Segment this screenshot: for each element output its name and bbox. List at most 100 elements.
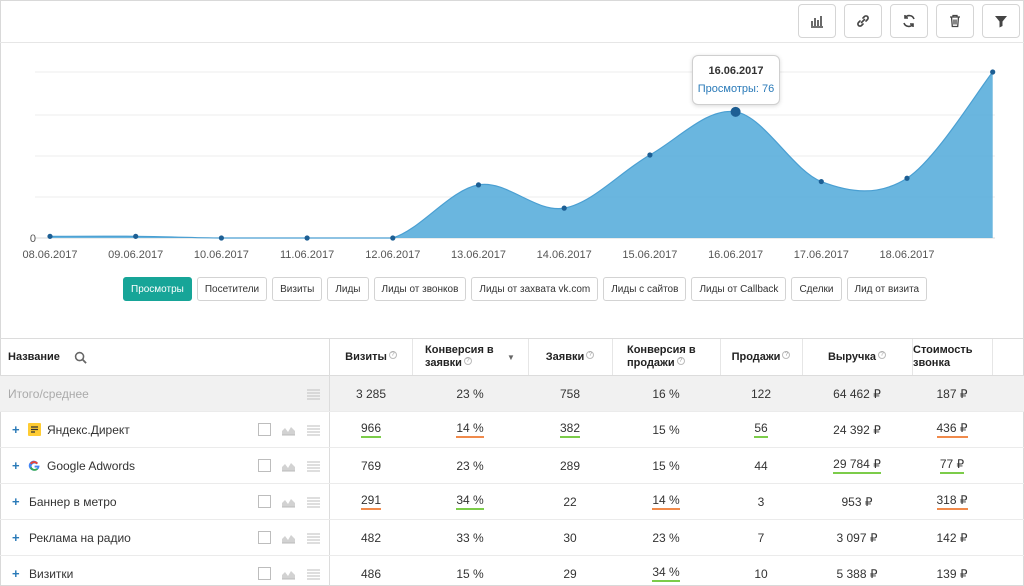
data-point[interactable]: [818, 178, 824, 185]
table-cell: 122: [720, 376, 802, 411]
cell-value: 187 ₽: [936, 386, 968, 401]
data-point[interactable]: [904, 175, 910, 181]
table-row[interactable]: + Яндекс.Директ 966 14 % 382 15 % 56 24 392 ₽ 43…: [0, 412, 1024, 448]
metric-tab[interactable]: Лид от визита: [846, 277, 928, 301]
list-icon[interactable]: [306, 424, 321, 436]
data-point[interactable]: [47, 233, 53, 239]
row-checkbox[interactable]: [258, 531, 271, 544]
cell-value: 3 097 ₽: [836, 530, 878, 545]
metric-tab[interactable]: Лиды: [327, 277, 369, 301]
cell-value: 23 %: [456, 458, 484, 473]
expand-icon[interactable]: +: [12, 422, 20, 437]
x-tick-label: 14.06.2017: [537, 249, 592, 261]
metric-tab[interactable]: Посетители: [196, 277, 268, 301]
metric-tab[interactable]: Лиды с сайтов: [603, 277, 687, 301]
table-row[interactable]: + Визитки 486 15 % 29 34 % 10 5 388 ₽ 139 ₽: [0, 556, 1024, 586]
area-chart-icon[interactable]: [281, 424, 296, 436]
x-tick-label: 18.06.2017: [879, 249, 934, 261]
help-icon[interactable]: ?: [676, 357, 685, 365]
metric-tab[interactable]: Визиты: [272, 277, 323, 301]
cell-value: 318 ₽: [936, 493, 968, 510]
row-checkbox[interactable]: [258, 423, 271, 436]
help-icon[interactable]: ?: [782, 350, 791, 359]
row-checkbox[interactable]: [258, 495, 271, 508]
column-header[interactable]: Заявки?: [528, 339, 612, 375]
help-icon[interactable]: ?: [463, 357, 472, 365]
data-point[interactable]: [218, 235, 224, 241]
metric-tab[interactable]: Лиды от Callback: [691, 277, 787, 301]
cell-value: 3: [757, 494, 765, 509]
column-header[interactable]: Выручка?: [802, 339, 912, 375]
share-link-button[interactable]: [844, 4, 882, 38]
table-cell: 29 784 ₽: [802, 448, 912, 483]
area-chart-icon[interactable]: [281, 532, 296, 544]
column-header[interactable]: Конверсия в заявки? ▼: [412, 339, 528, 375]
sort-desc-icon[interactable]: ▼: [507, 352, 515, 362]
metric-tab[interactable]: Лиды от звонков: [373, 277, 467, 301]
list-icon[interactable]: [306, 532, 321, 544]
filter-button[interactable]: [982, 4, 1020, 38]
data-point[interactable]: [304, 235, 310, 241]
list-icon[interactable]: [306, 568, 321, 580]
area-chart-icon[interactable]: [281, 460, 296, 472]
expand-icon[interactable]: +: [12, 494, 20, 509]
data-point[interactable]: [561, 205, 567, 211]
help-icon[interactable]: ?: [388, 350, 397, 359]
area-chart-icon[interactable]: [281, 568, 296, 580]
column-header[interactable]: Конверсия в продажи?: [612, 339, 720, 375]
table-cell: 56: [720, 412, 802, 447]
list-icon[interactable]: [306, 496, 321, 508]
column-header[interactable]: Продажи?: [720, 339, 802, 375]
refresh-button[interactable]: [890, 4, 928, 38]
table-row[interactable]: + Google Adwords 769 23 % 289 15 % 44 29 784 ₽ 7…: [0, 448, 1024, 484]
row-checkbox[interactable]: [258, 567, 271, 580]
x-tick-label: 13.06.2017: [451, 249, 506, 261]
help-icon[interactable]: ?: [878, 350, 887, 359]
data-point[interactable]: [390, 235, 396, 241]
total-label: Итого/среднее: [8, 386, 89, 401]
source-name-cell: + Баннер в метро: [0, 484, 330, 519]
cell-value: 34 %: [652, 565, 680, 582]
table-cell: 15 %: [612, 412, 720, 447]
list-icon[interactable]: [306, 460, 321, 472]
cell-value: 7: [757, 530, 765, 545]
chart-toggle-button[interactable]: [798, 4, 836, 38]
table-cell: 77 ₽: [912, 448, 992, 483]
data-point[interactable]: [647, 152, 653, 158]
cell-value: 291: [360, 493, 382, 510]
row-checkbox[interactable]: [258, 459, 271, 472]
expand-icon[interactable]: +: [12, 566, 20, 581]
expand-icon[interactable]: +: [12, 458, 20, 473]
metric-tab[interactable]: Лиды от захвата vk.com: [471, 277, 599, 301]
table-cell: 486: [330, 556, 412, 586]
cell-value: 77 ₽: [939, 457, 965, 474]
column-header-label: Заявки?: [546, 350, 595, 364]
area-chart-icon[interactable]: [281, 496, 296, 508]
data-point[interactable]: [475, 182, 482, 188]
data-point[interactable]: [730, 106, 741, 117]
data-point[interactable]: [133, 233, 139, 239]
cell-value: 758: [559, 386, 581, 401]
column-header[interactable]: Визиты?: [330, 339, 412, 375]
metric-tabs: Просмотры Посетители Визиты Лиды Лиды от зво…: [123, 277, 928, 301]
table-row[interactable]: + Баннер в метро 291 34 % 22 14 % 3 953 ₽ 318 ₽: [0, 484, 1024, 520]
list-icon[interactable]: [306, 388, 321, 400]
column-header[interactable]: Стоимость звонка: [912, 339, 992, 375]
table-cell: 5 388 ₽: [802, 556, 912, 586]
search-icon[interactable]: [74, 351, 87, 364]
column-divider: [528, 339, 529, 375]
x-tick-label: 16.06.2017: [708, 249, 763, 261]
cell-value: 14 %: [652, 493, 680, 510]
help-icon[interactable]: ?: [586, 350, 595, 359]
metric-tab[interactable]: Просмотры: [123, 277, 192, 301]
source-name-cell: + Реклама на радио: [0, 520, 330, 555]
delete-button[interactable]: [936, 4, 974, 38]
total-label-cell: Итого/среднее: [0, 376, 330, 411]
expand-icon[interactable]: +: [12, 530, 20, 545]
metric-tab[interactable]: Сделки: [791, 277, 842, 301]
name-column-header[interactable]: Название: [0, 339, 330, 375]
row-tools: [258, 484, 321, 519]
data-point[interactable]: [990, 69, 996, 75]
table-row[interactable]: + Реклама на радио 482 33 % 30 23 % 7 3 097 ₽ 14…: [0, 520, 1024, 556]
source-name: Визитки: [29, 566, 74, 581]
